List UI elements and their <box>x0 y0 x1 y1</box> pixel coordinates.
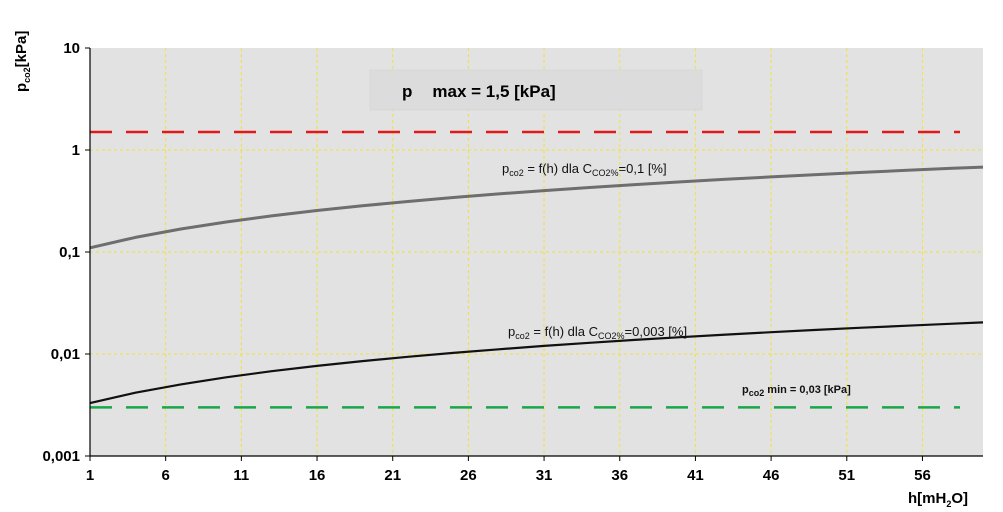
x-tick-label: 6 <box>162 467 170 484</box>
x-tick-label: 36 <box>611 467 628 484</box>
series-lines <box>89 165 984 405</box>
x-axis-title: h[mH2O] <box>908 490 968 509</box>
x-tick-label: 41 <box>687 467 704 484</box>
chart-labels: pco2[kPa] h[mH2O] p max = 1,5 [kPa] pco2 … <box>13 31 968 509</box>
x-tick-label: 46 <box>763 467 780 484</box>
y-tick-label: 1 <box>72 142 80 159</box>
series-label-low: pco2 = f(h) dla CCO2%=0,003 [%] <box>508 324 687 341</box>
y-tick-label: 0,001 <box>42 448 80 465</box>
x-tick-label: 56 <box>914 467 931 484</box>
pmin-label: pco2 min = 0,03 [kPa] <box>742 384 851 398</box>
y-tick-label: 0,01 <box>51 346 80 363</box>
series-line-0 <box>89 165 984 250</box>
reference-lines <box>90 130 960 409</box>
y-tick-label: 0,1 <box>59 244 80 261</box>
x-tick-label: 21 <box>384 467 401 484</box>
series-line-1 <box>89 321 984 405</box>
x-tick-label: 11 <box>233 467 249 484</box>
x-tick-label: 51 <box>838 467 855 484</box>
y-tick-label: 10 <box>63 40 80 57</box>
x-tick-label: 26 <box>460 467 477 484</box>
y-axis-title: pco2[kPa] <box>13 31 32 92</box>
grid-lines <box>90 48 983 456</box>
x-tick-label: 1 <box>86 467 94 484</box>
series-label-high: pco2 = f(h) dla CCO2%=0,1 [%] <box>502 161 667 178</box>
pmax-label: p max = 1,5 [kPa] <box>402 82 556 101</box>
x-tick-label: 31 <box>536 467 553 484</box>
pmax-label-box <box>369 69 703 111</box>
x-tick-label: 16 <box>309 467 326 484</box>
